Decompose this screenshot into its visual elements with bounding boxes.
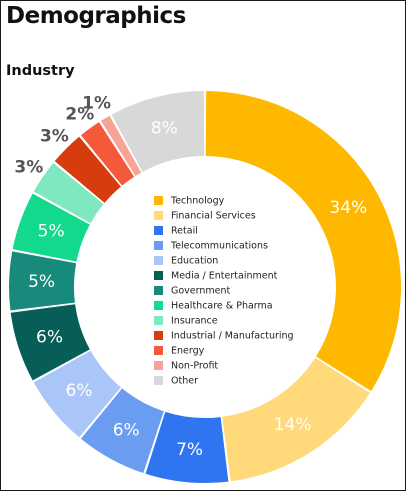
legend-label-government: Government <box>171 286 231 297</box>
slice-label-industrial-manufacturing: 3% <box>40 126 69 146</box>
slice-label-healthcare-pharma: 5% <box>38 222 65 242</box>
slice-financial-services <box>222 357 370 482</box>
legend-swatch-industrial-manufacturing <box>154 331 163 340</box>
slice-label-non-profit: 1% <box>82 94 111 114</box>
slice-energy <box>80 122 135 186</box>
page-title: Demographics <box>6 3 186 29</box>
slice-label-financial-services: 14% <box>274 415 312 435</box>
slice-label-education: 6% <box>66 381 93 401</box>
slice-labels: 34%14%7%6%6%6%5%5%3%3%2%1%8% <box>14 94 367 460</box>
legend-swatch-healthcare-pharma <box>154 301 163 310</box>
slice-label-technology: 34% <box>329 198 367 218</box>
legend-label-telecommunications: Telecommunications <box>170 241 268 252</box>
legend-label-financial-services: Financial Services <box>171 211 256 222</box>
slice-label-government: 5% <box>28 272 55 292</box>
slice-other <box>111 91 205 172</box>
slice-label-telecommunications: 6% <box>113 420 140 440</box>
slice-industrial-manufacturing <box>54 136 121 203</box>
slice-label-retail: 7% <box>176 440 203 460</box>
legend-label-other: Other <box>171 376 198 387</box>
slice-technology <box>205 91 401 392</box>
legend-label-technology: Technology <box>170 196 225 207</box>
legend-swatch-media-entertainment <box>154 271 163 280</box>
slice-retail <box>145 411 229 483</box>
legend-label-non-profit: Non-Profit <box>171 361 218 372</box>
legend-swatch-insurance <box>154 316 163 325</box>
legend-swatch-energy <box>154 346 163 355</box>
legend-swatch-technology <box>154 196 163 205</box>
legend-label-energy: Energy <box>171 346 205 357</box>
legend-label-insurance: Insurance <box>171 316 218 327</box>
legend-swatch-telecommunications <box>154 241 163 250</box>
legend-label-education: Education <box>171 256 218 267</box>
legend-swatch-education <box>154 256 163 265</box>
legend-label-healthcare-pharma: Healthcare & Pharma <box>171 301 273 312</box>
legend-label-retail: Retail <box>171 226 198 237</box>
chart-legend: Technology Financial Services Retail Teleco… <box>154 196 294 387</box>
slice-media-entertainment <box>10 304 90 381</box>
legend-label-media-entertainment: Media / Entertainment <box>171 271 278 282</box>
legend-swatch-financial-services <box>154 211 163 220</box>
legend-swatch-government <box>154 286 163 295</box>
legend-swatch-retail <box>154 226 163 235</box>
slice-government <box>8 251 77 311</box>
chart-title: Industry <box>6 63 75 79</box>
legend-label-industrial-manufacturing: Industrial / Manufacturing <box>171 331 294 342</box>
slice-label-insurance: 3% <box>14 157 43 177</box>
slice-telecommunications <box>80 388 164 474</box>
legend-swatch-other <box>154 376 163 385</box>
slice-label-media-entertainment: 6% <box>36 328 63 348</box>
slice-insurance <box>33 162 104 224</box>
slice-label-energy: 2% <box>65 105 94 125</box>
slice-education <box>33 350 121 438</box>
slice-non-profit <box>100 115 142 176</box>
slice-label-other: 8% <box>151 119 178 139</box>
slice-healthcare-pharma <box>12 193 90 262</box>
donut-slices <box>8 91 401 483</box>
legend-swatch-non-profit <box>154 361 163 370</box>
